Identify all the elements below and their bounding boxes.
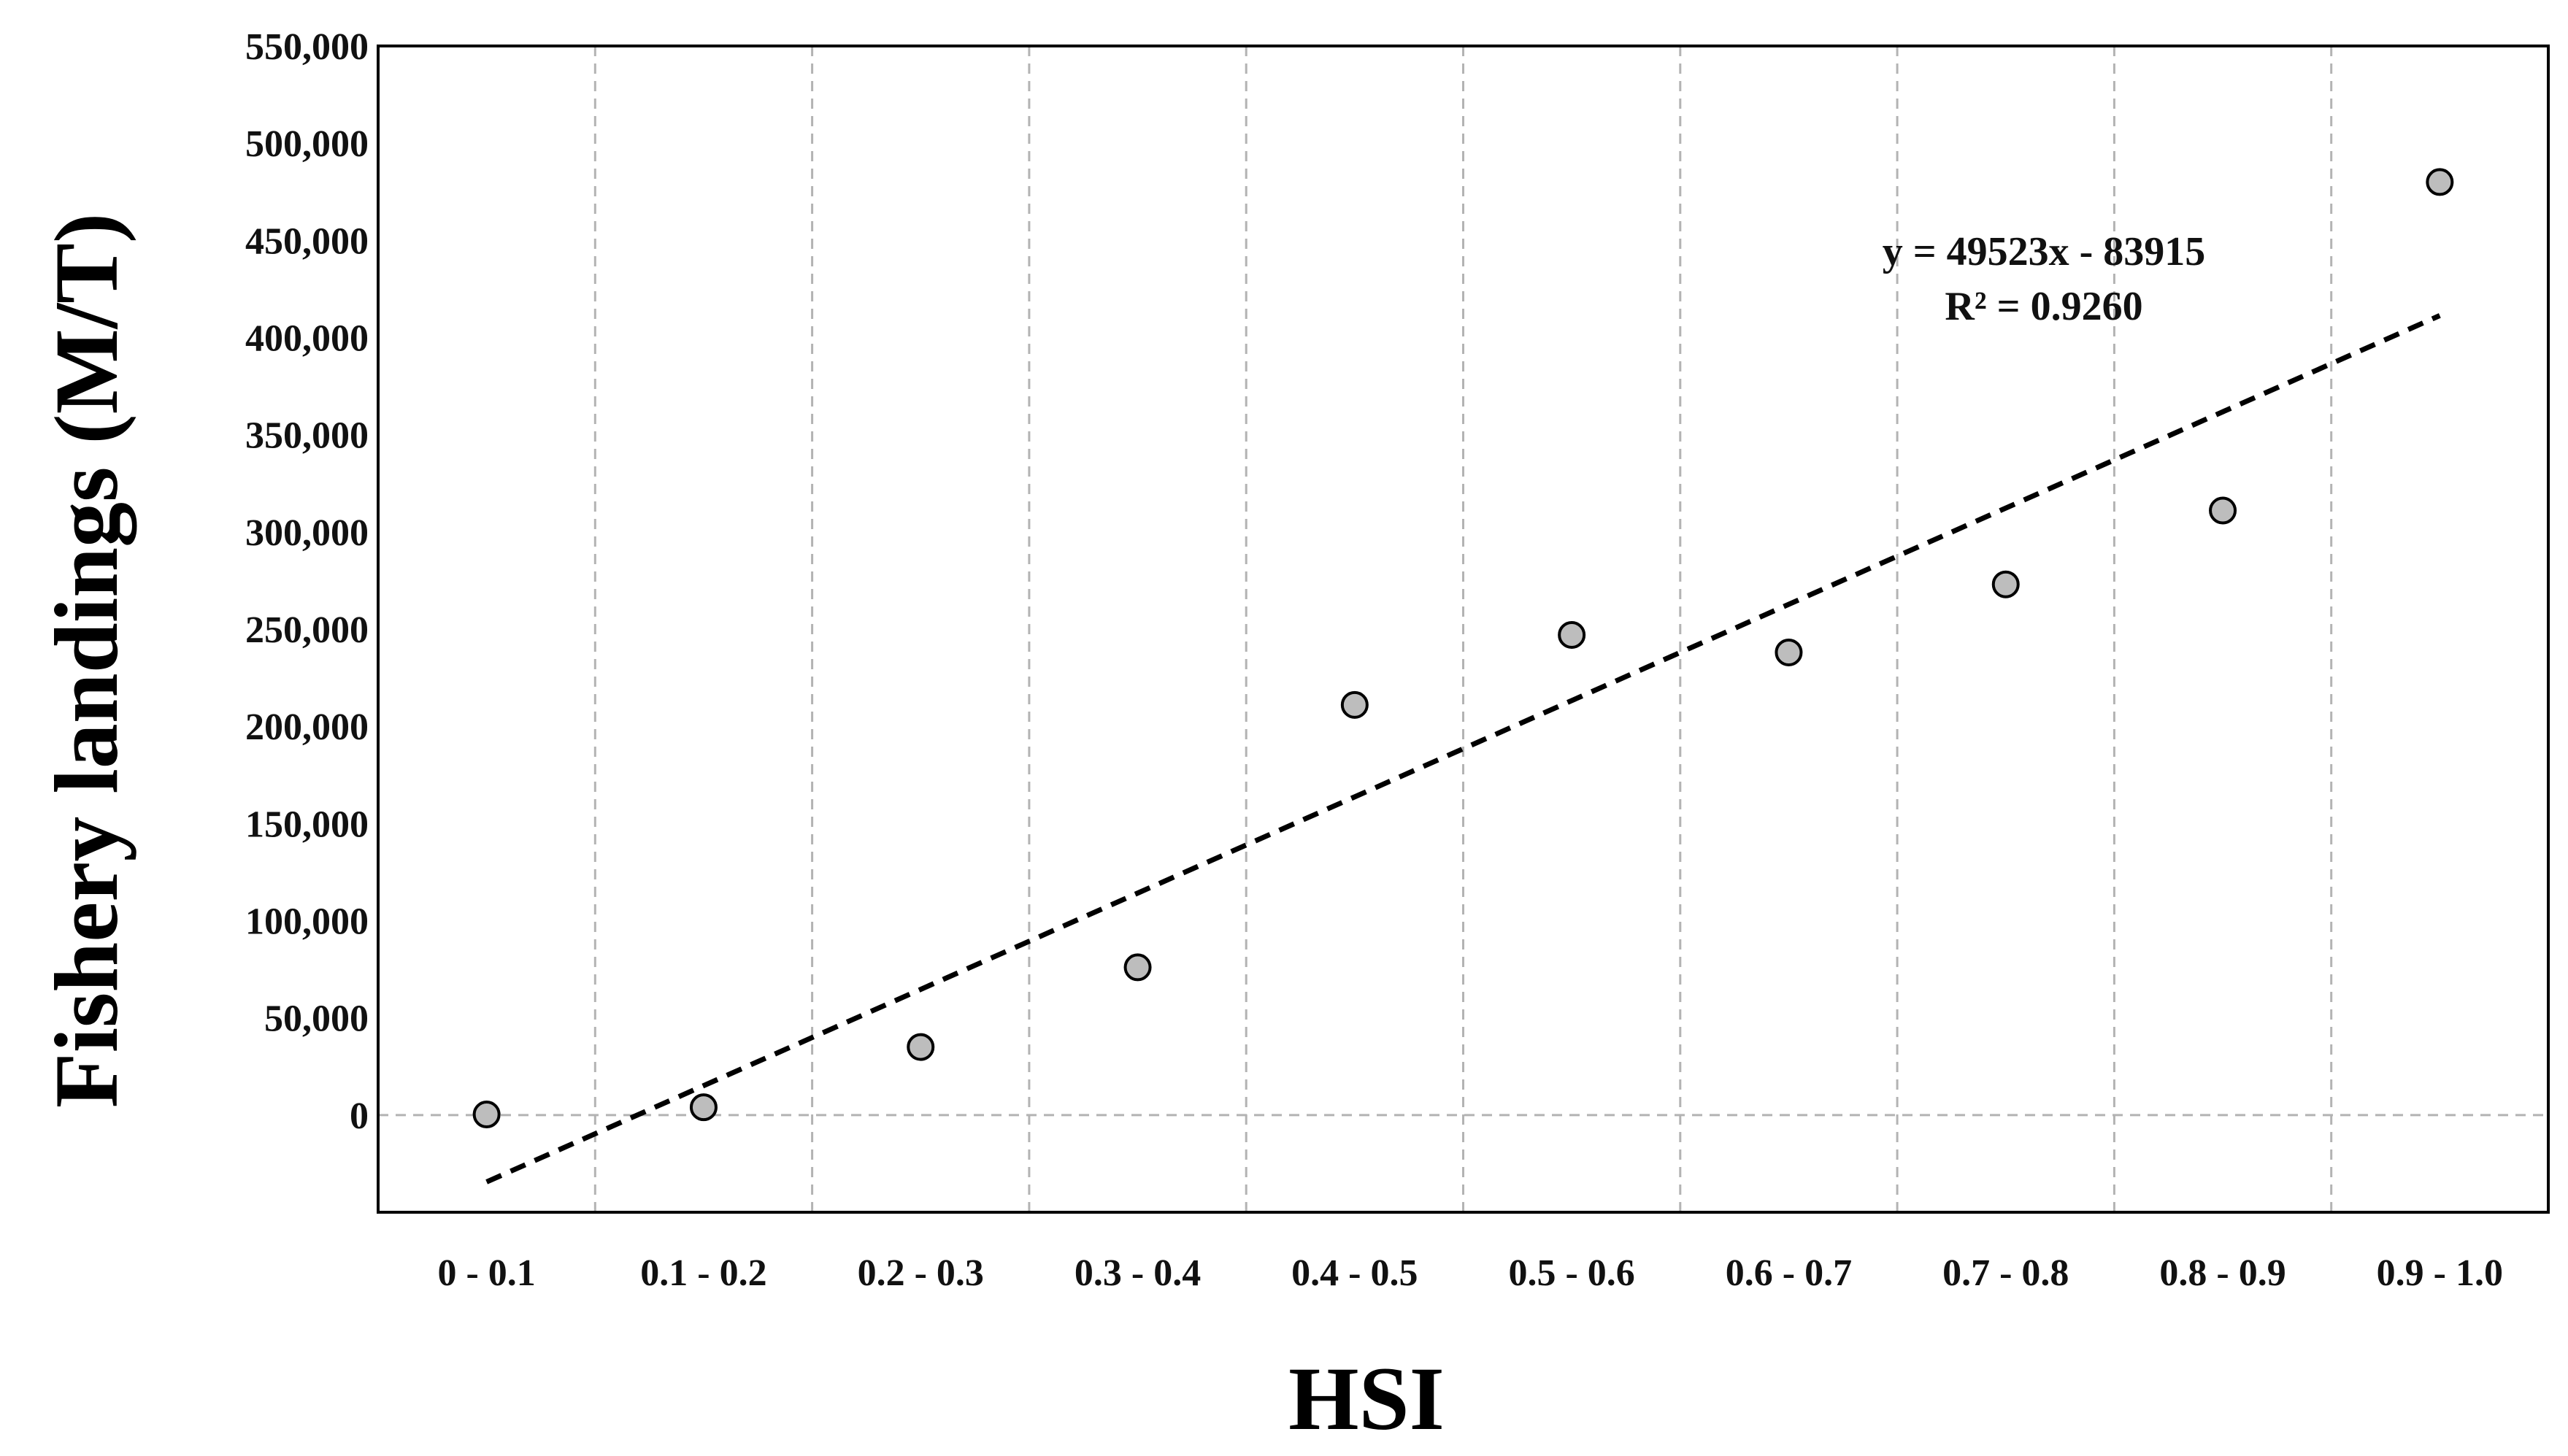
linear-trendline [485, 313, 2441, 1185]
y-tick-label: 100,000 [245, 901, 369, 943]
y-tick-label: 400,000 [245, 318, 369, 360]
data-point [907, 1033, 935, 1061]
data-points [472, 168, 2454, 1129]
data-point [689, 1093, 718, 1122]
y-tick-label: 0 [350, 1095, 369, 1137]
x-tick-label: 0.2 - 0.3 [858, 1252, 984, 1294]
data-point [1123, 953, 1152, 982]
y-tick-label: 250,000 [245, 609, 369, 651]
y-tick-label: 500,000 [245, 123, 369, 165]
data-point [1775, 638, 1803, 666]
y-tick-label: 150,000 [245, 804, 369, 845]
x-tick-label: 0.5 - 0.6 [1508, 1252, 1634, 1294]
trendline-equation: y = 49523x - 83915 [1883, 229, 2206, 274]
data-point [1340, 690, 1369, 719]
data-point [472, 1101, 501, 1129]
y-tick-label: 550,000 [245, 26, 369, 68]
plot-area-frame [377, 45, 2550, 1214]
x-tick-label: 0.7 - 0.8 [1942, 1252, 2069, 1294]
y-tick-label: 200,000 [245, 706, 369, 748]
trendline-layer [485, 313, 2441, 1185]
y-tick-label: 50,000 [264, 998, 369, 1040]
x-axis-title: HSI [1288, 1349, 1445, 1449]
data-point [2426, 168, 2454, 196]
x-tick-label: 0.8 - 0.9 [2159, 1252, 2286, 1294]
trendline-r-squared: R² = 0.9260 [1945, 284, 2142, 329]
y-tick-label: 450,000 [245, 220, 369, 262]
data-point [1558, 620, 1586, 649]
data-point [2209, 496, 2237, 525]
x-tick-label: 0.9 - 1.0 [2377, 1252, 2503, 1294]
grid-layer [378, 46, 2548, 1212]
x-tick-label: 0.3 - 0.4 [1075, 1252, 1201, 1294]
y-axis-title: Fishery landings (M/T) [36, 213, 137, 1108]
y-tick-label: 350,000 [245, 415, 369, 457]
x-tick-label: 0.6 - 0.7 [1726, 1252, 1852, 1294]
y-tick-label: 300,000 [245, 512, 369, 554]
y-axis-ticks: 0 50,000 100,000 150,000 200,000 250,000 300,0… [245, 26, 369, 1137]
x-axis-ticks: 0 - 0.1 0.1 - 0.2 0.2 - 0.3 0.3 - 0.4 0.4 - … [437, 1252, 2503, 1294]
x-tick-label: 0.4 - 0.5 [1291, 1252, 1418, 1294]
data-point [1991, 570, 2020, 598]
x-tick-label: 0.1 - 0.2 [640, 1252, 766, 1294]
x-tick-label: 0 - 0.1 [437, 1252, 535, 1294]
